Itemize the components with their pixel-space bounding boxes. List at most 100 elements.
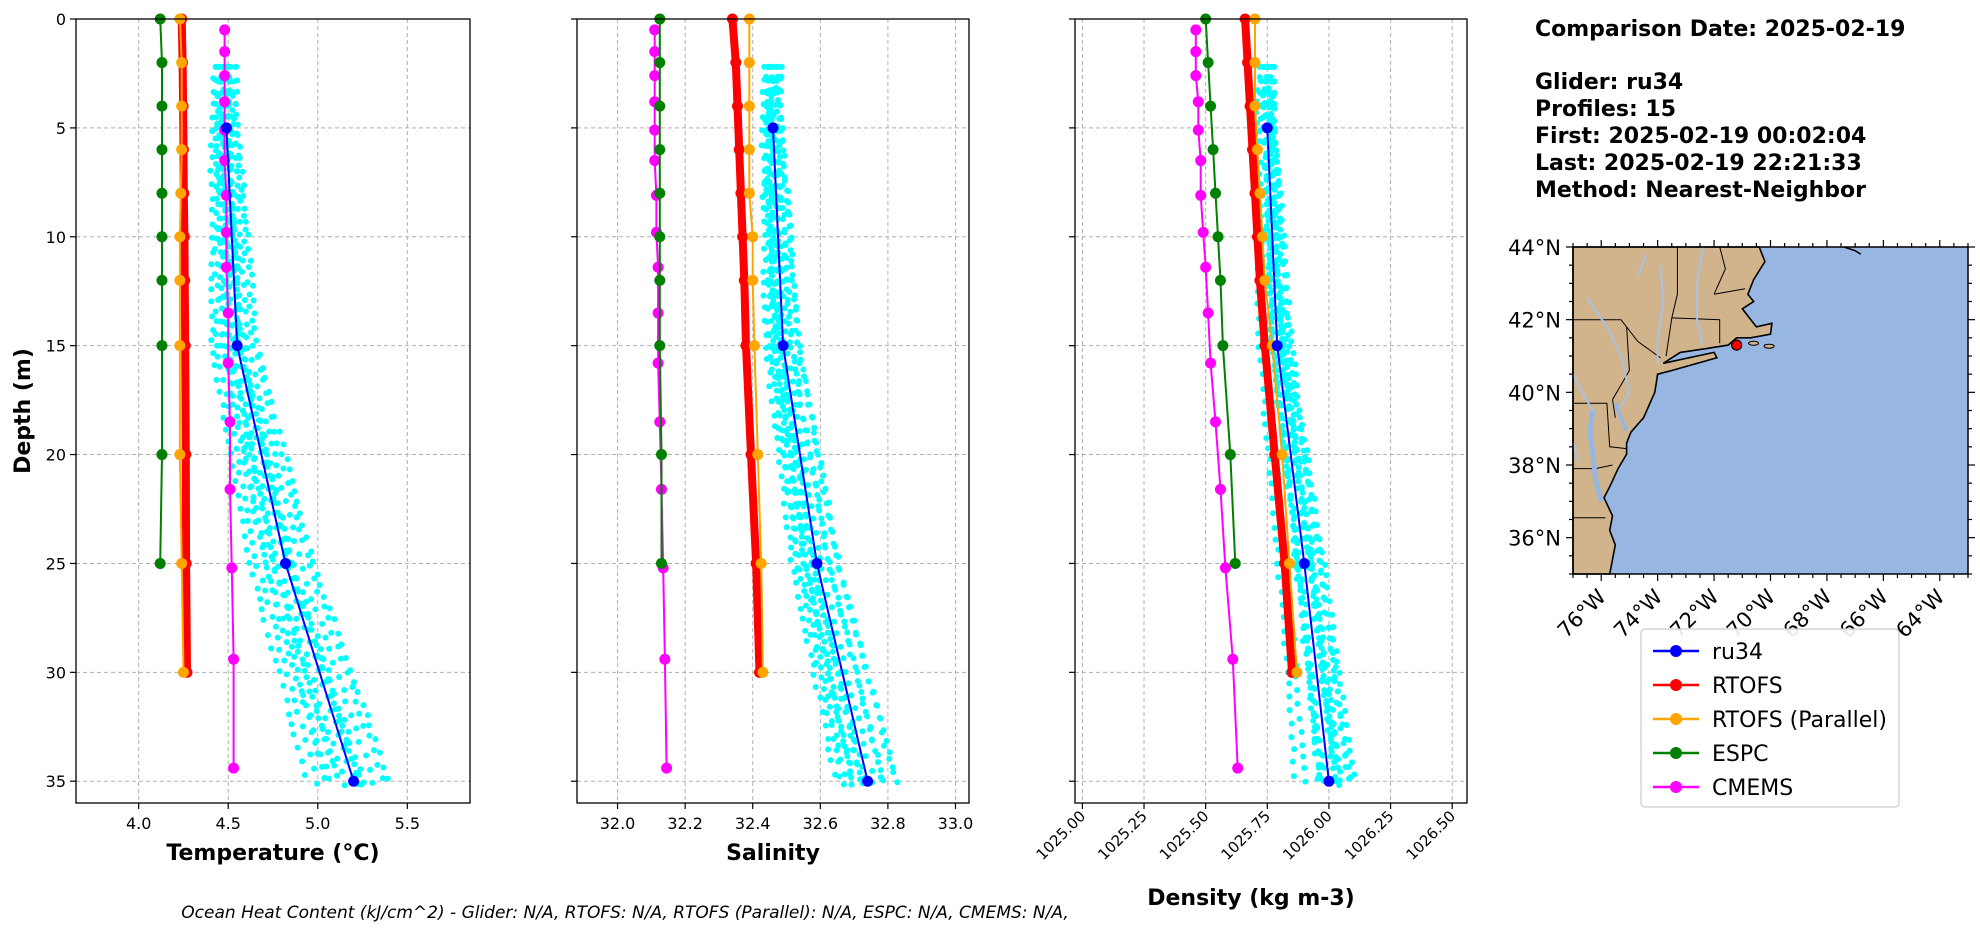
- glider-profile-point: [810, 622, 817, 629]
- glider-profile-point: [322, 634, 329, 641]
- glider-profile-point: [833, 747, 840, 754]
- glider-profile-point: [320, 656, 327, 663]
- glider-profile-point: [258, 436, 265, 443]
- glider-profile-point: [1337, 768, 1344, 775]
- glider-profile-point: [866, 726, 873, 733]
- series-point: [738, 274, 750, 286]
- glider-profile-point: [301, 667, 308, 674]
- glider-profile-point: [1349, 759, 1356, 766]
- glider-profile-cloud: [1252, 63, 1358, 789]
- glider-profile-point: [309, 693, 316, 700]
- glider-profile-point: [782, 463, 789, 470]
- glider-profile-point: [815, 503, 822, 510]
- glider-profile-point: [859, 695, 866, 702]
- glider-profile-point: [787, 247, 794, 254]
- glider-profile-point: [1276, 294, 1283, 301]
- glider-profile-point: [865, 678, 872, 685]
- glider-profile-point: [315, 715, 322, 722]
- x-tick-label: 5.5: [395, 814, 420, 833]
- glider-profile-point: [269, 484, 276, 491]
- glider-profile-point: [851, 617, 858, 624]
- glider-profile-point: [849, 746, 856, 753]
- glider-profile-point: [342, 655, 349, 662]
- glider-profile-point: [278, 451, 285, 458]
- state-border: [1665, 317, 1673, 357]
- glider-profile-point: [1312, 508, 1319, 515]
- glider-profile-point: [233, 413, 240, 420]
- glider-profile-point: [822, 577, 829, 584]
- glider-profile-point: [283, 671, 290, 678]
- series-point: [1232, 762, 1244, 774]
- glider-profile-point: [840, 655, 847, 662]
- glider-profile-point: [811, 437, 818, 444]
- series-point: [757, 666, 769, 678]
- series-point: [1251, 144, 1263, 156]
- glider-profile-point: [1271, 186, 1278, 193]
- map-lat-label: 40°N: [1508, 381, 1561, 405]
- glider-profile-point: [761, 63, 768, 70]
- glider-profile-point: [1281, 232, 1288, 239]
- glider-profile-point: [1288, 338, 1295, 345]
- chesapeake-bay: [1587, 410, 1604, 502]
- glider-profile-point: [1272, 536, 1279, 543]
- glider-profile-point: [227, 150, 234, 157]
- series-point: [1259, 274, 1271, 286]
- glider-profile-point: [266, 530, 273, 537]
- glider-profile-point: [838, 611, 845, 618]
- glider-profile-point: [1273, 152, 1280, 159]
- glider-profile-point: [1310, 550, 1317, 557]
- glider-profile-point: [1299, 742, 1306, 749]
- glider-profile-point: [781, 152, 788, 159]
- glider-profile-point: [1293, 526, 1300, 533]
- glider-profile-point: [1296, 715, 1303, 722]
- series-point: [1200, 261, 1212, 273]
- glider-profile-point: [1274, 271, 1281, 278]
- glider-profile-point: [1269, 143, 1276, 150]
- glider-profile-point: [355, 738, 362, 745]
- glider-profile-point: [350, 679, 357, 686]
- glider-profile-point: [1288, 328, 1295, 335]
- glider-profile-point: [848, 781, 855, 788]
- glider-profile-point: [252, 371, 259, 378]
- glider-profile-point: [279, 514, 286, 521]
- series-point: [649, 24, 661, 36]
- series-point: [222, 307, 234, 319]
- glider-profile-point: [1268, 480, 1275, 487]
- glider-profile-point: [1327, 753, 1334, 760]
- glider-profile-point: [1265, 445, 1272, 452]
- glider-profile-point: [846, 651, 853, 658]
- glider-profile-point: [244, 507, 251, 514]
- glider-profile-point: [808, 652, 815, 659]
- series-point: [862, 775, 874, 787]
- glider-profile-point: [801, 587, 808, 594]
- glider-profile-point: [213, 160, 220, 167]
- glider-profile-point: [826, 703, 833, 710]
- glider-profile-point: [810, 515, 817, 522]
- glider-profile-point: [342, 742, 349, 749]
- glider-profile-point: [252, 519, 259, 526]
- series-point: [654, 187, 666, 199]
- glider-profile-point: [790, 525, 797, 532]
- glider-profile-point: [1324, 661, 1331, 668]
- glider-profile-point: [244, 441, 251, 448]
- series-line-ru34: [225, 127, 355, 782]
- glider-profile-point: [773, 360, 780, 367]
- glider-profile-point: [1294, 382, 1301, 389]
- glider-profile-point: [817, 653, 824, 660]
- series-point: [1249, 100, 1261, 112]
- series-point: [1249, 57, 1261, 69]
- glider-profile-point: [760, 292, 767, 299]
- glider-profile-point: [371, 747, 378, 754]
- glider-profile-point: [807, 451, 814, 458]
- glider-profile-point: [1305, 457, 1312, 464]
- glider-profile-point: [783, 286, 790, 293]
- glider-profile-point: [825, 746, 832, 753]
- glider-profile-point: [881, 742, 888, 749]
- glider-profile-point: [239, 257, 246, 264]
- glider-profile-point: [1351, 771, 1358, 778]
- glider-profile-point: [325, 667, 332, 674]
- glider-profile-point: [360, 779, 367, 786]
- glider-profile-point: [251, 468, 258, 475]
- glider-profile-point: [852, 664, 859, 671]
- glider-profile-point: [238, 186, 245, 193]
